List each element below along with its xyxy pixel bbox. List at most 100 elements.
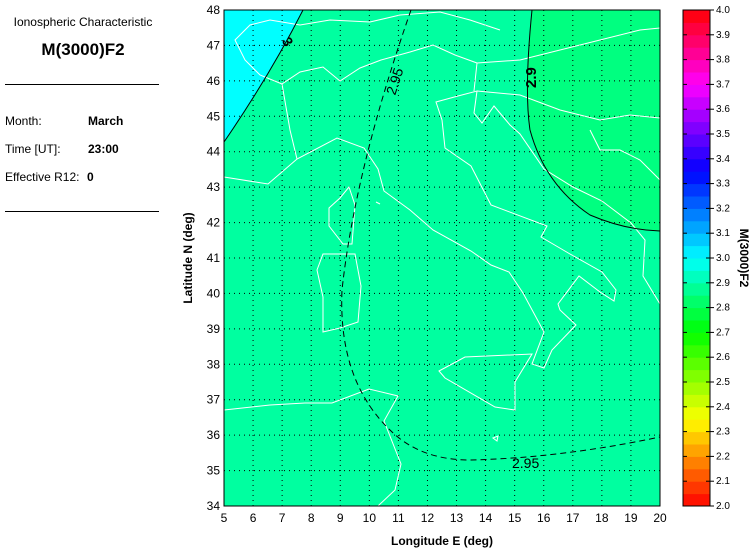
x-tick-label: 8 xyxy=(308,511,315,525)
colorbar-band xyxy=(683,84,710,98)
colorbar-band xyxy=(683,282,710,296)
colorbar-band xyxy=(683,109,710,123)
y-tick-label: 35 xyxy=(207,464,221,478)
x-tick-label: 20 xyxy=(653,511,667,525)
y-tick-label: 41 xyxy=(207,251,221,265)
colorbar-band xyxy=(683,146,710,160)
colorbar-band xyxy=(683,332,710,346)
x-tick-label: 12 xyxy=(421,511,435,525)
colorbar-band xyxy=(683,344,710,358)
colorbar-band xyxy=(683,320,710,333)
colorbar-band xyxy=(683,295,710,309)
contour-2.95 xyxy=(341,10,660,461)
x-tick-label: 5 xyxy=(221,511,228,525)
colorbar-band xyxy=(683,233,710,247)
x-tick-label: 14 xyxy=(479,511,493,525)
colorbar-band xyxy=(683,245,710,259)
x-tick-label: 9 xyxy=(337,511,344,525)
colorbar-band xyxy=(683,134,710,147)
colorbar-tick-label: 2.7 xyxy=(716,327,730,338)
colorbar-band xyxy=(683,369,710,383)
x-axis: 5 6 7 8 9 10 11 12 13 14 15 16 17 18 19 20 xyxy=(221,511,667,525)
contour-2.9 xyxy=(526,10,660,232)
colorbar-tick-label: 3.2 xyxy=(716,203,730,214)
colorbar-band xyxy=(683,456,710,470)
colorbar-band xyxy=(683,419,710,433)
x-axis-label: Longitude E (deg) xyxy=(391,534,493,548)
colorbar-band xyxy=(683,47,710,61)
month-label: Month: xyxy=(5,114,42,128)
y-tick-label: 34 xyxy=(207,499,221,513)
colorbar-label: M(3000)F2 xyxy=(737,229,751,288)
colorbar-tick-label: 2.9 xyxy=(716,278,730,289)
y-tick-label: 42 xyxy=(207,216,221,230)
x-tick-label: 17 xyxy=(566,511,580,525)
x-tick-label: 19 xyxy=(624,511,638,525)
y-axis-label: Latitude N (deg) xyxy=(181,212,195,303)
colorbar-tick-label: 2.8 xyxy=(716,303,730,314)
colorbar-band xyxy=(683,258,710,271)
colorbar-tick-label: 3.9 xyxy=(716,30,730,41)
colorbar-tick-label: 3.6 xyxy=(716,104,730,115)
y-tick-label: 40 xyxy=(207,286,221,300)
colorbar-band xyxy=(683,431,710,445)
colorbar-band xyxy=(683,444,710,457)
y-tick-label: 48 xyxy=(207,3,221,17)
colorbar-band xyxy=(683,357,710,371)
colorbar-band xyxy=(683,270,710,284)
colorbar-band xyxy=(683,196,710,209)
colorbar-tick-label: 2.4 xyxy=(716,402,730,413)
colorbar-band xyxy=(683,34,710,48)
colorbar-band xyxy=(683,307,710,321)
colorbar-tick-label: 3.0 xyxy=(716,253,730,264)
colorbar-tick-label: 2.0 xyxy=(716,501,730,512)
y-tick-label: 45 xyxy=(207,109,221,123)
y-tick-label: 47 xyxy=(207,38,221,52)
divider xyxy=(5,84,159,85)
x-tick-label: 11 xyxy=(392,511,405,525)
x-tick-label: 10 xyxy=(363,511,377,525)
colorbar-band xyxy=(683,72,710,85)
colorbar-tick-label: 4.0 xyxy=(716,5,730,16)
colorbar-band xyxy=(683,183,710,197)
y-tick-label: 43 xyxy=(207,180,221,194)
colorbar-tick-label: 2.3 xyxy=(716,427,730,438)
colorbar-band xyxy=(683,208,710,222)
colorbar-band xyxy=(683,10,710,23)
colorbar-tick-label: 3.3 xyxy=(716,179,730,190)
r12-value: 0 xyxy=(87,170,94,184)
colorbar-tick-label: 3.5 xyxy=(716,129,730,140)
time-label: Time [UT]: xyxy=(5,142,61,156)
y-tick-label: 36 xyxy=(207,428,221,442)
contour-3 xyxy=(224,10,304,143)
characteristic-heading: Ionospheric Characteristic xyxy=(13,15,153,29)
y-axis: 34 35 36 37 38 39 40 41 42 43 44 45 46 47 48 xyxy=(207,3,221,513)
colorbar-tick-label: 3.8 xyxy=(716,55,730,66)
colorbar-band xyxy=(683,468,710,482)
colorbar-tick-label: 2.2 xyxy=(716,451,730,462)
colorbar-tick-label: 2.5 xyxy=(716,377,730,388)
colorbar-tick-label: 3.4 xyxy=(716,154,730,165)
divider xyxy=(5,211,159,212)
y-tick-label: 46 xyxy=(207,74,221,88)
time-value: 23:00 xyxy=(88,142,119,156)
colorbar-tick-label: 2.6 xyxy=(716,352,730,363)
colorbar-band xyxy=(683,22,710,36)
colorbar-band xyxy=(683,493,710,507)
x-tick-label: 15 xyxy=(508,511,522,525)
coastlines xyxy=(224,11,660,506)
colorbar-tick-label: 3.7 xyxy=(716,79,730,90)
colorbar-band xyxy=(683,406,710,420)
x-tick-label: 6 xyxy=(250,511,257,525)
x-tick-label: 18 xyxy=(595,511,609,525)
y-tick-label: 37 xyxy=(207,393,221,407)
colorbar-band xyxy=(683,121,710,135)
colorbar-band xyxy=(683,220,710,234)
plot-frame xyxy=(223,9,661,507)
x-tick-label: 16 xyxy=(537,511,551,525)
colorbar-band xyxy=(683,382,710,395)
colorbar-band xyxy=(683,481,710,495)
colorbar-band xyxy=(683,96,710,110)
contour-label-2.95: 2.95 xyxy=(512,455,539,471)
